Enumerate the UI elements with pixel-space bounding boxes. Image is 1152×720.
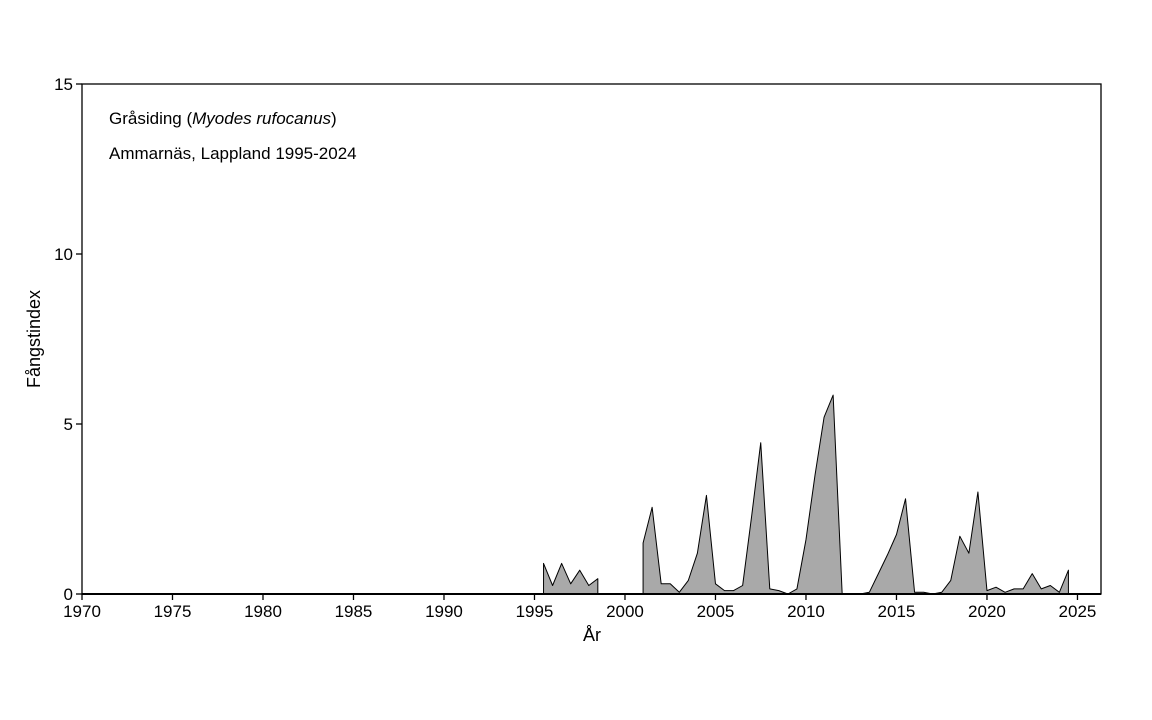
x-tick-label-1995: 1995 — [516, 602, 554, 621]
title-suffix: ) — [331, 109, 337, 128]
x-tick-label-1985: 1985 — [335, 602, 373, 621]
y-tick-label-5: 5 — [64, 415, 73, 434]
chart-title: Gråsiding (Myodes rufocanus) — [109, 109, 337, 128]
title-species: Myodes rufocanus — [192, 109, 331, 128]
y-tick-label-15: 15 — [54, 75, 73, 94]
y-tick-label-0: 0 — [64, 585, 73, 604]
x-tick-label-2015: 2015 — [878, 602, 916, 621]
area-segment-1 — [543, 562, 599, 595]
area-segment-2 — [642, 394, 1069, 595]
area-layer — [543, 394, 1069, 595]
x-tick-label-1970: 1970 — [63, 602, 101, 621]
x-tick-label-2010: 2010 — [787, 602, 825, 621]
x-tick-label-2025: 2025 — [1059, 602, 1097, 621]
x-tick-label-2005: 2005 — [697, 602, 735, 621]
chart-subtitle: Ammarnäs, Lappland 1995-2024 — [109, 144, 357, 163]
title-prefix: Gråsiding ( — [109, 109, 192, 128]
annotation-layer: Gråsiding (Myodes rufocanus) Ammarnäs, L… — [24, 109, 601, 645]
x-tick-label-1980: 1980 — [244, 602, 282, 621]
x-tick-label-1990: 1990 — [425, 602, 463, 621]
x-tick-label-2000: 2000 — [606, 602, 644, 621]
y-axis-label: Fångstindex — [24, 290, 44, 388]
axes-layer: 1970 1975 1980 1985 1990 1995 2000 2005 2010 2015… — [54, 75, 1102, 621]
x-tick-label-1975: 1975 — [154, 602, 192, 621]
x-tick-label-2020: 2020 — [968, 602, 1006, 621]
x-axis-label: År — [583, 625, 601, 645]
y-tick-label-10: 10 — [54, 245, 73, 264]
